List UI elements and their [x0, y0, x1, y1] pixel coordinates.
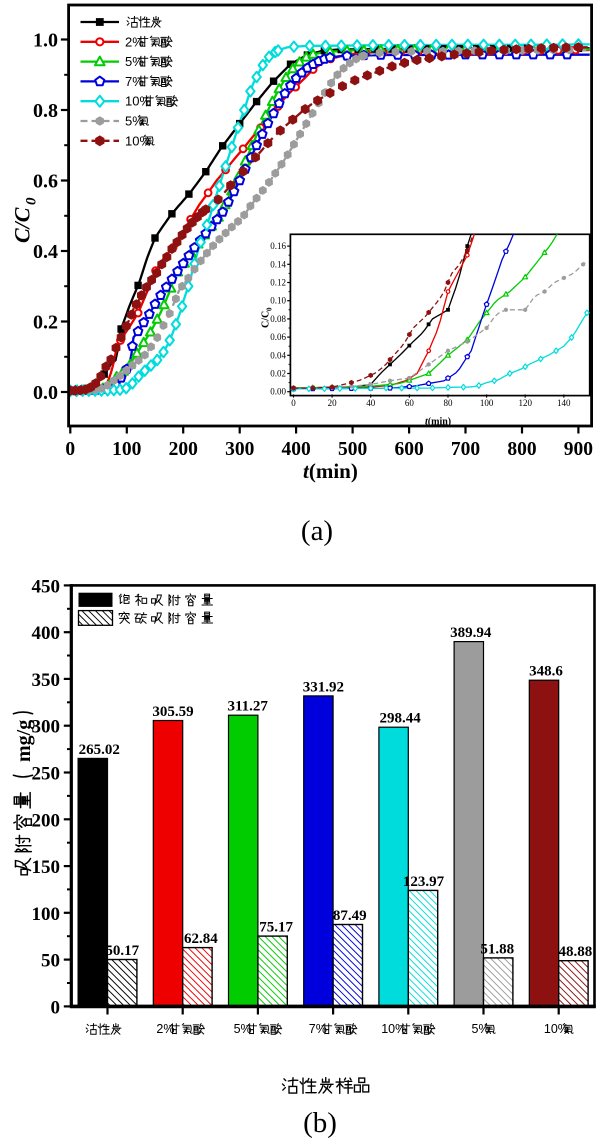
svg-text:500: 500 [338, 439, 367, 460]
svg-text:75.17: 75.17 [259, 920, 293, 936]
svg-text:0.8: 0.8 [33, 100, 58, 122]
svg-text:0.06: 0.06 [270, 332, 286, 342]
svg-text:123.97: 123.97 [403, 874, 445, 890]
svg-text:100: 100 [480, 398, 494, 408]
svg-text:50.17: 50.17 [105, 943, 139, 959]
svg-text:389.94: 389.94 [450, 625, 492, 641]
svg-text:50: 50 [41, 951, 60, 972]
svg-text:0.00: 0.00 [270, 387, 286, 397]
svg-text:0.12: 0.12 [270, 278, 286, 288]
svg-text:400: 400 [281, 439, 310, 460]
svg-text:51.88: 51.88 [480, 941, 514, 957]
svg-text:0.16: 0.16 [270, 241, 286, 251]
svg-text:0: 0 [65, 439, 75, 460]
svg-text:120: 120 [518, 398, 532, 408]
svg-text:800: 800 [507, 439, 536, 460]
svg-text:t(min): t(min) [303, 459, 358, 483]
svg-text:10%: 10% [125, 94, 151, 109]
svg-text:mg/g: mg/g [13, 720, 35, 762]
svg-text:40: 40 [366, 398, 376, 408]
svg-text:0: 0 [291, 398, 296, 408]
svg-text:C/C: C/C [261, 311, 272, 328]
svg-text:348.6: 348.6 [529, 664, 563, 680]
svg-text:140: 140 [557, 398, 571, 408]
svg-text:(a): (a) [301, 515, 333, 547]
svg-text:200: 200 [32, 810, 61, 831]
svg-text:1.0: 1.0 [33, 30, 58, 52]
svg-text:900: 900 [564, 439, 593, 460]
svg-text:100: 100 [112, 439, 141, 460]
svg-text:10%: 10% [544, 1022, 569, 1036]
svg-text:48.88: 48.88 [559, 944, 593, 960]
svg-text:80: 80 [444, 398, 454, 408]
svg-text:305.59: 305.59 [152, 704, 193, 720]
svg-text:300: 300 [32, 717, 61, 738]
svg-text:62.84: 62.84 [184, 931, 218, 947]
svg-text:350: 350 [32, 670, 61, 691]
svg-text:700: 700 [451, 439, 480, 460]
svg-text:0.04: 0.04 [270, 350, 286, 360]
svg-text:250: 250 [32, 764, 61, 785]
svg-text:100: 100 [32, 904, 61, 925]
svg-text:0: 0 [266, 307, 274, 311]
svg-text:(b): (b) [303, 1107, 337, 1138]
svg-text:150: 150 [32, 857, 61, 878]
svg-text:0: 0 [24, 197, 40, 205]
svg-text:300: 300 [225, 439, 254, 460]
svg-text:5%: 5% [234, 1022, 252, 1036]
svg-text:t(min): t(min) [425, 417, 451, 428]
svg-text:331.92: 331.92 [303, 679, 344, 695]
svg-text:7%: 7% [309, 1022, 327, 1036]
svg-text:0.08: 0.08 [270, 314, 286, 324]
svg-text:600: 600 [394, 439, 423, 460]
svg-text:0.0: 0.0 [33, 382, 58, 404]
svg-text:450: 450 [32, 576, 61, 597]
svg-text:87.49: 87.49 [333, 908, 367, 924]
svg-text:298.44: 298.44 [379, 711, 421, 727]
svg-text:311.27: 311.27 [227, 699, 268, 715]
svg-text:0.10: 0.10 [270, 296, 286, 306]
svg-text:265.02: 265.02 [79, 742, 120, 758]
svg-text:60: 60 [405, 398, 415, 408]
svg-text:0.6: 0.6 [33, 171, 58, 193]
svg-text:0.02: 0.02 [270, 369, 286, 379]
svg-text:2%: 2% [156, 1022, 174, 1036]
svg-text:0.2: 0.2 [33, 312, 58, 334]
svg-text:C/C: C/C [10, 207, 35, 243]
svg-text:0: 0 [51, 997, 61, 1018]
svg-text:0.4: 0.4 [33, 241, 58, 263]
svg-text:200: 200 [169, 439, 198, 460]
svg-text:20: 20 [328, 398, 338, 408]
svg-text:400: 400 [32, 623, 61, 644]
svg-text:0.14: 0.14 [270, 259, 286, 269]
